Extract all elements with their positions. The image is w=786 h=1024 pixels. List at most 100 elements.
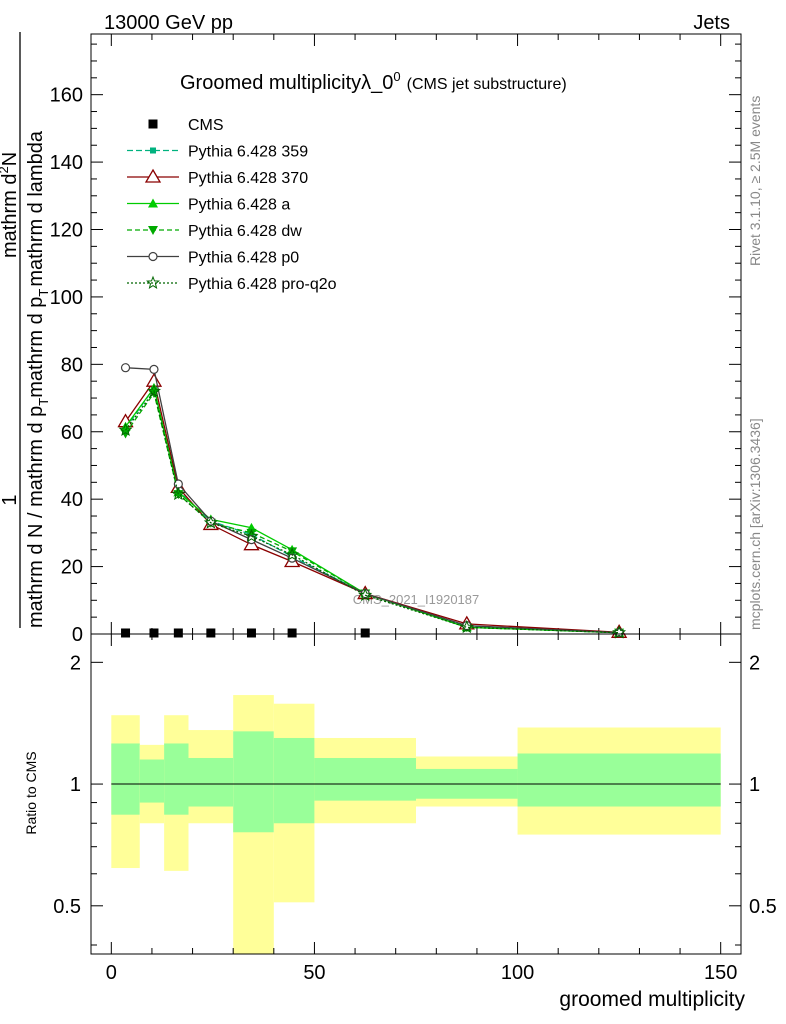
main-y-tick-labels: 0 20 40 60 80 100 120 140 160 <box>50 85 83 646</box>
marker-circle <box>149 364 159 374</box>
marker-square <box>173 628 183 638</box>
marker-square <box>148 119 158 129</box>
series-5 <box>118 383 627 639</box>
watermark: CMS_2021_I1920187 <box>353 592 480 607</box>
marker-star-open <box>244 528 259 543</box>
marker-square <box>149 628 159 638</box>
marker-triangle-down <box>246 528 257 538</box>
uncertainty-band-inner <box>517 753 721 807</box>
x-tick-label: 0 <box>106 962 117 984</box>
legend-label: Pythia 6.428 359 <box>188 144 308 161</box>
marker-circle <box>148 251 158 262</box>
main-y-label: 1 mathrm d N / mathrm d pTmathrm d pTmat… <box>0 32 51 628</box>
legend-label: Pythia 6.428 a <box>188 197 290 214</box>
marker-circle-open <box>246 535 257 545</box>
marker-star <box>459 619 474 634</box>
marker-star <box>147 383 162 398</box>
uncertainty-band-inner <box>188 757 234 807</box>
ylabel-den-left: mathrm d N / mathrm d p <box>25 406 47 628</box>
legend-entry: Pythia 6.428 dw <box>127 223 302 240</box>
marker-star <box>358 587 373 602</box>
ratio-bands <box>111 695 721 954</box>
uncertainty-band-inner <box>139 759 165 803</box>
ylabel-den-left-group: mathrm d N / mathrm d pTmathrm d pTmathr… <box>25 130 51 628</box>
marker-star-open <box>171 486 186 501</box>
main-ticks <box>91 34 741 635</box>
marker-triangle-open <box>144 168 162 183</box>
legend-label: CMS <box>188 117 224 134</box>
marker-square <box>246 628 256 638</box>
ylabel-sup-2: 2 <box>0 166 11 173</box>
y-tick-label: 160 <box>50 85 83 107</box>
x-tick-label: 50 <box>303 962 325 984</box>
marker-square <box>206 628 216 638</box>
y-tick-label: 80 <box>61 354 83 376</box>
y-tick-label: 0 <box>72 624 83 646</box>
y-tick-label: 60 <box>61 422 83 444</box>
marker-triangle-down <box>287 547 298 557</box>
legend-entry: Pythia 6.428 359 <box>127 144 308 161</box>
marker-star <box>118 422 133 437</box>
marker-triangle-down <box>148 226 158 235</box>
legend-entry: CMS <box>148 117 224 134</box>
marker-star-open <box>459 619 474 634</box>
marker-star <box>285 547 300 561</box>
source-label: mcplots.cern.ch [arXiv:1306.3436] <box>747 418 763 630</box>
ylabel-sub-t: T <box>36 398 51 406</box>
marker-star-open <box>147 383 162 398</box>
y-tick-label: 140 <box>50 152 83 174</box>
uncertainty-band-inner <box>233 731 274 833</box>
ylabel-num-right-group: mathrm d2N <box>0 152 21 258</box>
marker-circle-open <box>148 251 158 262</box>
marker-star-open <box>358 587 373 602</box>
marker-square <box>173 628 183 638</box>
legend-label: Pythia 6.428 p0 <box>188 250 299 267</box>
legend-label: Pythia 6.428 pro-q2o <box>188 276 337 293</box>
marker-triangle-down <box>287 547 298 557</box>
series-4 <box>120 363 624 638</box>
main-subtitle: (CMS jet substructure) <box>407 76 567 93</box>
marker-square <box>360 628 370 638</box>
marker-triangle-filled <box>148 198 158 208</box>
marker-square <box>287 628 297 638</box>
cms-data-points <box>121 628 370 638</box>
ratio-y-tick-labels: 0.5 0.5 1 1 2 2 <box>53 652 777 917</box>
x-axis-label: groomed multiplicity <box>559 988 745 1011</box>
uncertainty-band-inner <box>273 737 315 824</box>
marker-square <box>246 628 256 638</box>
x-tick-label: 100 <box>501 962 534 984</box>
marker-star-open <box>146 275 160 290</box>
marker-circle <box>246 535 257 545</box>
marker-star <box>244 528 259 543</box>
uncertainty-band-inner <box>111 743 140 815</box>
marker-square <box>121 628 131 638</box>
ratio-y-tick-label-right: 0.5 <box>749 896 777 918</box>
legend-label: Pythia 6.428 dw <box>188 223 302 240</box>
ylabel-num-left: 1 <box>0 494 21 505</box>
y-tick-label: 120 <box>50 220 83 242</box>
y-tick-label: 40 <box>61 489 83 511</box>
ratio-plot-frame <box>90 633 742 955</box>
main-title: Groomed multiplicityλ_00 (CMS jet substru… <box>180 69 567 94</box>
marker-square <box>150 147 156 154</box>
marker-star-open <box>612 625 627 639</box>
marker-circle <box>120 363 131 373</box>
marker-square <box>148 119 158 129</box>
marker-star <box>612 625 627 639</box>
x-tick-label: 150 <box>704 962 737 984</box>
marker-triangle <box>144 168 162 183</box>
marker-square-small <box>150 147 156 154</box>
ratio-y-tick-label-left: 0.5 <box>53 896 81 918</box>
marker-square <box>206 628 216 638</box>
marker-circle-open <box>149 364 159 374</box>
legend-label: Pythia 6.428 370 <box>188 170 308 187</box>
marker-square <box>287 628 297 638</box>
marker-star <box>203 515 218 529</box>
x-tick-labels: 0 50 100 150 <box>106 962 738 984</box>
marker-square <box>121 628 131 638</box>
ylabel-num-end: N <box>0 152 21 166</box>
legend-entry: Pythia 6.428 p0 <box>127 250 299 267</box>
legend: CMS Pythia 6.428 359 Pythia 6.428 370 Pythi… <box>127 117 337 293</box>
ratio-ticks <box>91 634 741 954</box>
